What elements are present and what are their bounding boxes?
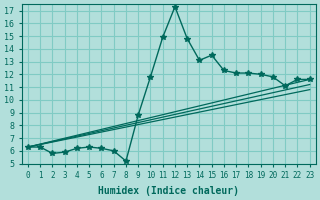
X-axis label: Humidex (Indice chaleur): Humidex (Indice chaleur) (98, 186, 239, 196)
